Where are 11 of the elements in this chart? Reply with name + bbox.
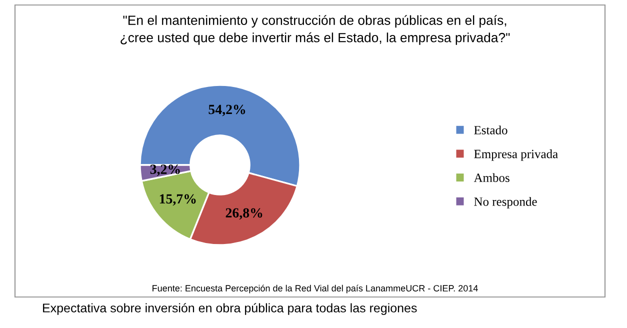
text: Expectativa sobre inversión en obra pública para todas las regiones bbox=[43, 303, 417, 315]
source-note: Fuente: Encuesta Percepción de la Red Vial del país LanammeUCR - CIEP. 2014 bbox=[152, 284, 478, 294]
legend-label: No responde bbox=[474, 197, 537, 208]
legend-label: Empresa privada bbox=[474, 149, 558, 161]
data-label: 54,2% bbox=[208, 104, 246, 116]
data-label: 26,8% bbox=[226, 208, 262, 220]
legend-label: Estado bbox=[474, 126, 508, 134]
legend-label: Ambos bbox=[474, 173, 510, 182]
data-label: 15,7% bbox=[160, 194, 196, 206]
chart-title: "En el mantenimiento y construcción de obras públicas en el país, ¿cree usted que debe invertir más el Estado, la empresa privada?" bbox=[120, 15, 510, 45]
data-label: 3,2% bbox=[150, 164, 180, 176]
